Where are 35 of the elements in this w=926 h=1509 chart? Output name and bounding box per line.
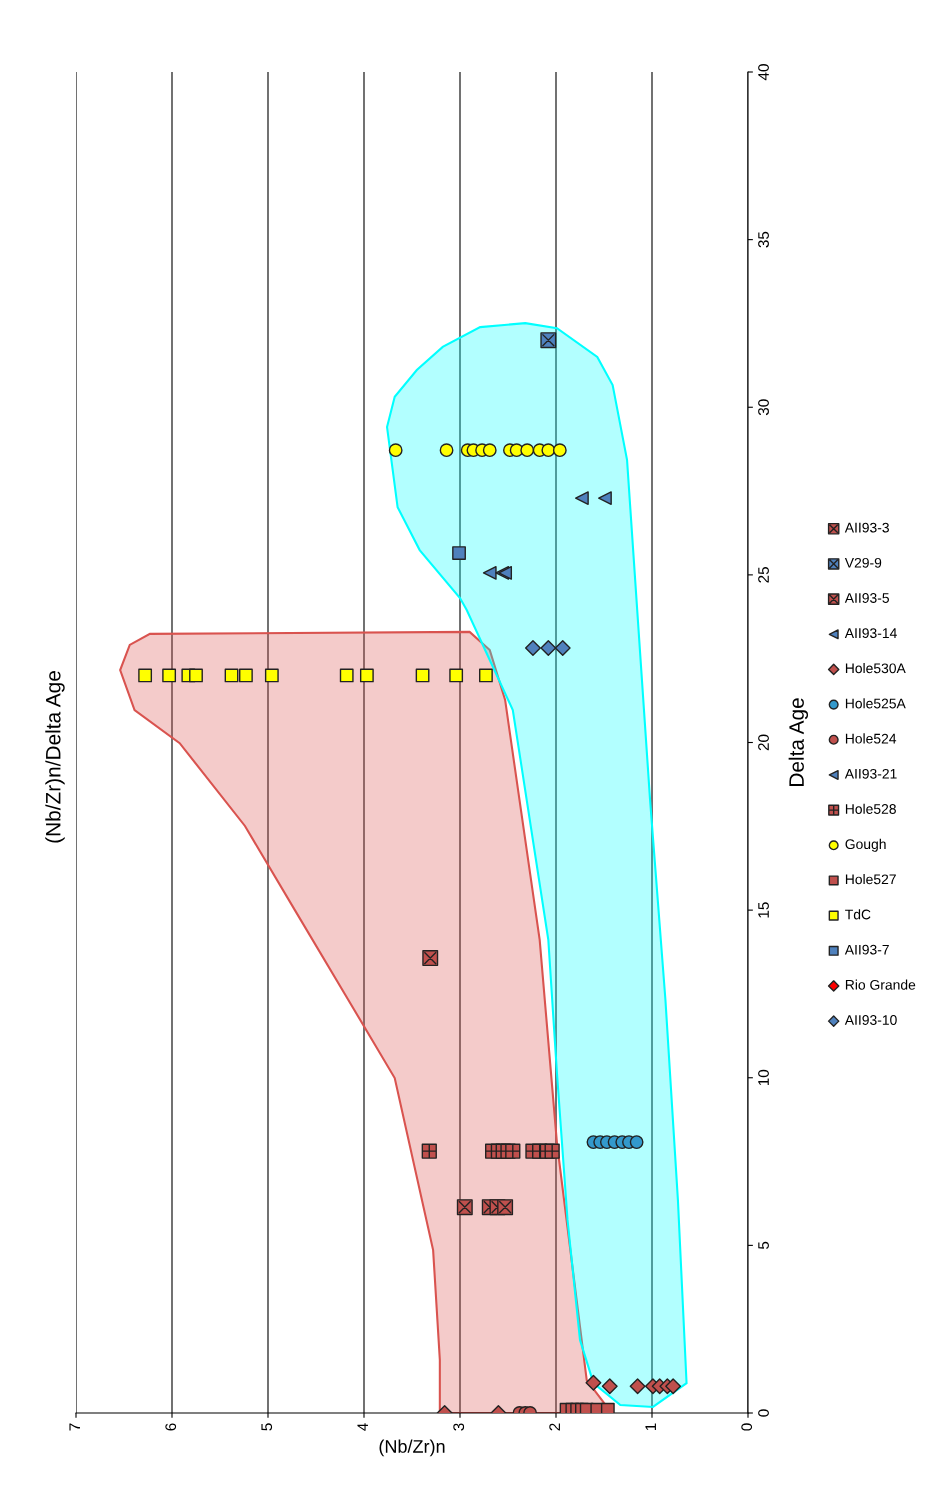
- legend-label: Hole524: [845, 733, 897, 744]
- legend-label: Rio Grande: [845, 979, 916, 990]
- x-tick-label: 5: [261, 1423, 273, 1431]
- x-tick-label: 4: [357, 1423, 368, 1431]
- x-axis-title: (Nb/Zr)n: [379, 1439, 445, 1457]
- legend-label: AII93-14: [844, 628, 897, 639]
- y-tick-label: 20: [758, 734, 769, 751]
- y-tick-label: 35: [758, 231, 769, 248]
- legend-label: Gough: [845, 838, 886, 852]
- y-axis-title: Delta Age: [788, 698, 809, 786]
- legend-label: AII93-10: [844, 1015, 897, 1025]
- x-tick-label: 0: [741, 1423, 753, 1431]
- y-tick-label: 5: [758, 1241, 769, 1250]
- legend-label: Hole530A: [845, 663, 906, 674]
- x-tick-label: 6: [165, 1423, 177, 1431]
- y-tick-label: 25: [758, 567, 769, 583]
- legend-label: AII93-7: [844, 944, 889, 955]
- legend-label: AII93-3: [844, 522, 889, 533]
- x-tick-label: 7: [69, 1423, 80, 1431]
- y-tick-label: 0: [758, 1409, 769, 1417]
- y-tick-label: 15: [758, 902, 769, 918]
- legend-label: AII93-21: [844, 768, 897, 779]
- y-tick-label: 30: [758, 399, 769, 416]
- legend-label: AII93-5: [844, 593, 889, 603]
- y-tick-label: 40: [758, 64, 769, 81]
- legend-label: V29-9: [844, 557, 882, 568]
- legend-label: TdC: [845, 909, 871, 920]
- text: (Nb/Zr)n/Delta Age: [45, 671, 65, 843]
- x-tick-label: 2: [549, 1423, 560, 1431]
- legend-label: Hole528: [845, 803, 896, 814]
- legend-label: Hole527: [845, 874, 896, 885]
- legend-label: Hole525A: [845, 698, 906, 709]
- x-tick-label: 3: [453, 1423, 465, 1431]
- x-tick-label: 1: [645, 1423, 656, 1431]
- y-tick-label: 10: [758, 1069, 769, 1086]
